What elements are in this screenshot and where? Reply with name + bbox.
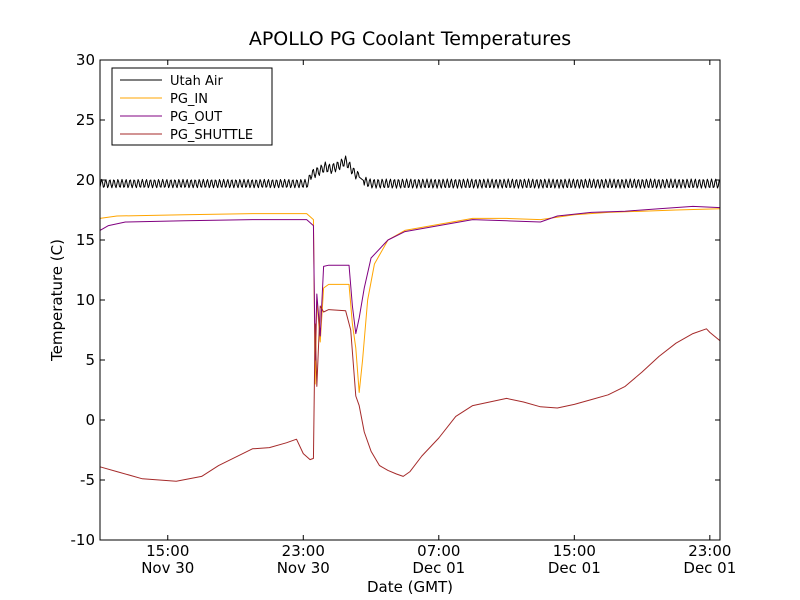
series-line-pg-out — [99, 205, 721, 361]
y-tick-label: -5 — [80, 471, 95, 489]
legend-entry: PG_SHUTTLE — [170, 128, 253, 143]
x-tick-label-date: Dec 01 — [548, 559, 601, 577]
y-tick-label: 15 — [76, 231, 95, 249]
chart-title: APOLLO PG Coolant Temperatures — [249, 28, 571, 50]
y-tick-label: 10 — [76, 291, 95, 309]
x-axis-label: Date (GMT) — [367, 578, 453, 596]
legend-entry: PG_IN — [170, 92, 208, 107]
y-tick-label: 5 — [85, 351, 95, 369]
y-tick-label: 20 — [76, 171, 95, 189]
legend-entry: Utah Air — [170, 74, 223, 89]
y-axis-label: Temperature (C) — [48, 239, 66, 362]
y-tick-label: 30 — [76, 51, 95, 69]
legend-box — [111, 67, 273, 146]
x-tick-label-date: Nov 30 — [277, 559, 330, 577]
x-tick-label-time: 07:00 — [417, 542, 460, 560]
y-tick-label: 0 — [85, 411, 95, 429]
x-tick-label-date: Nov 30 — [141, 559, 194, 577]
series-line-utah-air — [99, 155, 721, 189]
x-tick-label-date: Dec 01 — [412, 559, 465, 577]
y-tick-label: 25 — [76, 111, 95, 129]
legend: Utah Air PG_IN PG_OUT PG_SHUTTLE — [111, 67, 273, 146]
x-tick-label-time: 15:00 — [553, 542, 596, 560]
y-tick-label: -10 — [71, 531, 96, 549]
x-tick-label-time: 23:00 — [282, 542, 325, 560]
x-tick-label-date: Dec 01 — [683, 559, 736, 577]
x-tick-label-time: 23:00 — [688, 542, 731, 560]
legend-entry: PG_OUT — [170, 110, 222, 125]
series-line-pg-shuttle — [99, 305, 721, 482]
x-tick-label-time: 15:00 — [146, 542, 189, 560]
